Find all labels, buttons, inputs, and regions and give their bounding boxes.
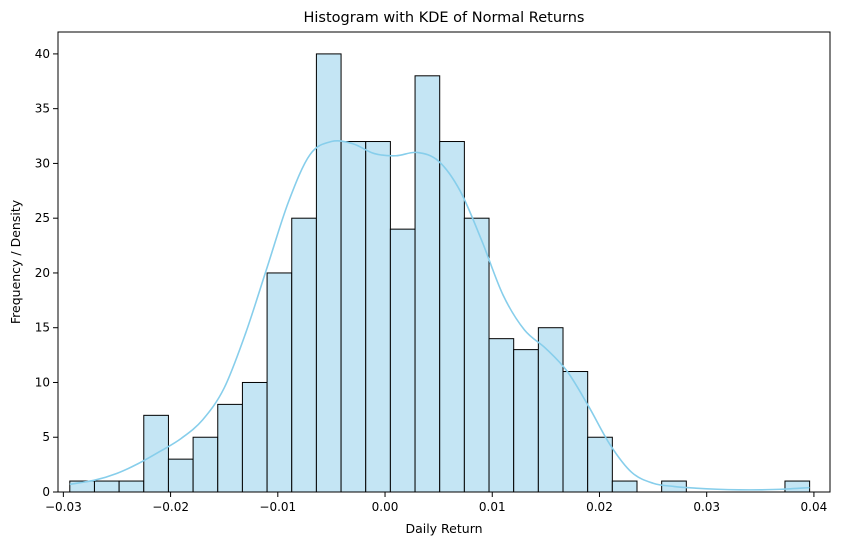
- histogram-bar: [340, 141, 367, 493]
- histogram-bar: [118, 480, 145, 493]
- y-tick-label: 5: [42, 430, 50, 444]
- histogram-bar: [291, 217, 317, 493]
- histogram-bar: [439, 141, 465, 493]
- histogram-bar: [167, 458, 194, 493]
- histogram-bar: [192, 436, 219, 493]
- histogram-bar: [784, 480, 811, 493]
- y-tick-label: 35: [35, 102, 50, 116]
- plot-frame: [57, 31, 831, 493]
- histogram-bar: [587, 436, 613, 493]
- x-tick-label: 0.01: [479, 500, 506, 514]
- x-axis-label: Daily Return: [405, 521, 482, 536]
- histogram-bar: [93, 480, 120, 493]
- histogram-bar: [562, 371, 589, 493]
- x-tick-label: 0.02: [586, 500, 613, 514]
- x-tick-label: −0.03: [45, 500, 82, 514]
- histogram-bar: [389, 228, 416, 493]
- y-tick-label: 40: [35, 47, 50, 61]
- x-tick-label: 0.03: [693, 500, 720, 514]
- x-tick-label: −0.02: [152, 500, 189, 514]
- y-axis-label: Frequency / Density: [8, 199, 23, 324]
- histogram-bar: [365, 141, 391, 493]
- histogram-bar: [217, 403, 243, 493]
- chart-title: Histogram with KDE of Normal Returns: [304, 10, 585, 26]
- histogram-bar: [414, 75, 441, 493]
- histogram-bars: [69, 53, 811, 493]
- y-tick-label: 25: [35, 211, 50, 225]
- histogram-bar: [241, 381, 268, 493]
- x-tick-label: 0.04: [801, 500, 828, 514]
- y-tick-label: 30: [35, 156, 50, 170]
- x-axis: −0.03 −0.02 −0.01 0.00 0.01 0.02 0.03 0.04: [45, 492, 827, 514]
- x-tick-label: −0.01: [259, 500, 296, 514]
- histogram-bar: [488, 338, 515, 493]
- histogram-bar: [266, 272, 293, 493]
- histogram-bar: [513, 349, 539, 493]
- y-tick-label: 0: [42, 485, 50, 499]
- y-tick-label: 10: [35, 375, 50, 389]
- y-axis: 0 5 10 15 20 25 30 35 40: [35, 47, 58, 499]
- histogram-bar: [611, 480, 638, 493]
- histogram-bar: [463, 217, 490, 493]
- y-tick-label: 20: [35, 266, 50, 280]
- kde-curve: [69, 140, 810, 491]
- y-tick-label: 15: [35, 321, 50, 335]
- histogram-bar: [315, 53, 342, 493]
- x-tick-label: 0.00: [372, 500, 399, 514]
